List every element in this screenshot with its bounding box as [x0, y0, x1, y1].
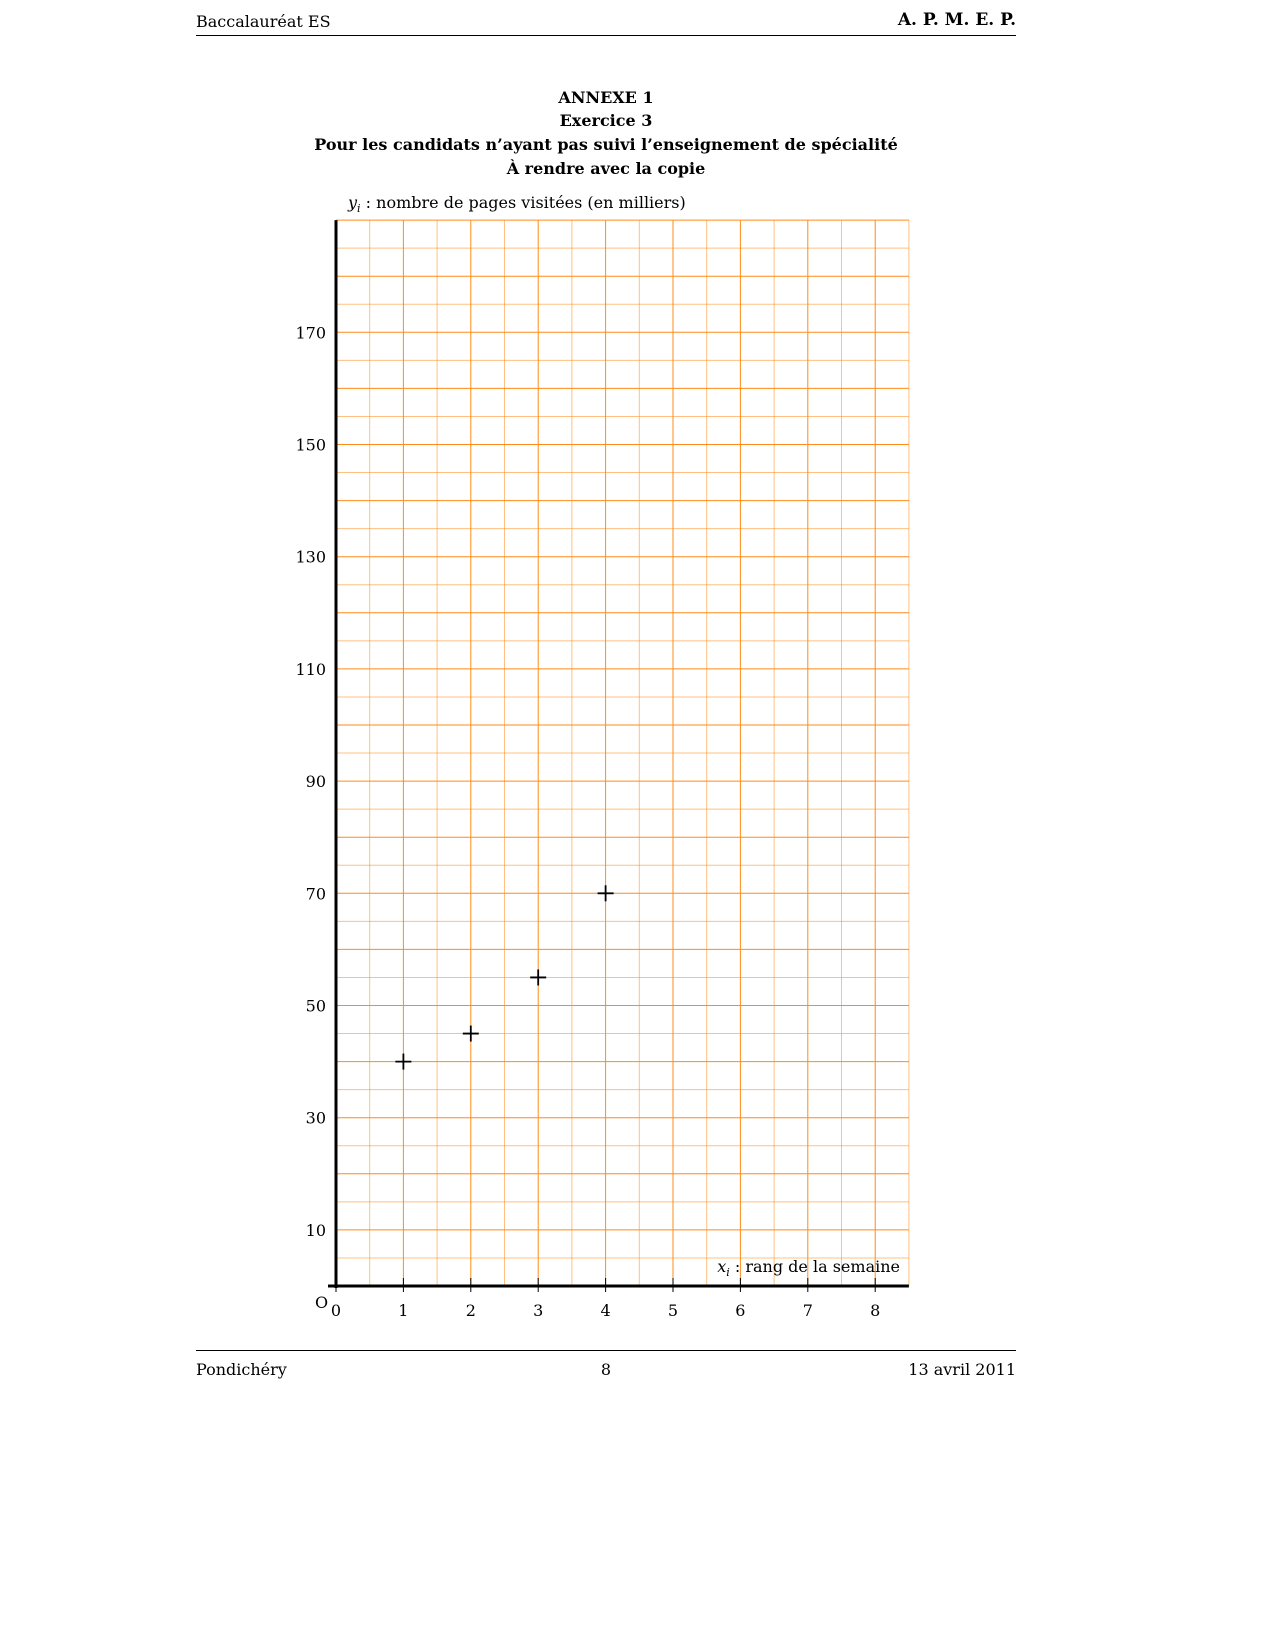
annex-title: ANNEXE 1 [558, 88, 654, 107]
x-tick-label: 8 [870, 1301, 880, 1320]
x-axis-label: xi : rang de la semaine [717, 1257, 900, 1279]
y-axis-label-text: : nombre de pages visitées (en milliers) [361, 193, 686, 212]
x-axis-label-text: : rang de la semaine [730, 1257, 900, 1276]
y-tick-label: 30 [306, 1109, 326, 1128]
x-tick-label: 0 [331, 1301, 341, 1320]
y-tick-label: 130 [295, 548, 326, 567]
x-tick-label: 6 [735, 1301, 745, 1320]
origin-label: O [315, 1293, 328, 1312]
x-tick-label: 4 [601, 1301, 611, 1320]
header-right: A. P. M. E. P. [897, 10, 1016, 30]
x-tick-label: 7 [803, 1301, 813, 1320]
y-tick-label: 70 [306, 884, 326, 903]
return-note: À rendre avec la copie [506, 159, 706, 178]
x-axis-label-sub: i [726, 1266, 730, 1279]
y-tick-label: 170 [295, 323, 326, 342]
exercise-title: Exercice 3 [559, 111, 653, 130]
data-point [462, 1025, 479, 1042]
header-left: Baccalauréat ES [196, 12, 331, 31]
data-point [530, 969, 547, 986]
data-point [395, 1053, 412, 1070]
x-tick-label: 1 [398, 1301, 408, 1320]
footer-rule [196, 1350, 1016, 1351]
y-axis-label: yi : nombre de pages visitées (en millie… [347, 193, 686, 215]
y-tick-label: 90 [306, 772, 326, 791]
y-tick-label: 50 [306, 997, 326, 1016]
data-point [597, 885, 614, 902]
x-tick-label: 2 [466, 1301, 476, 1320]
y-tick-label: 150 [295, 436, 326, 455]
x-axis-label-var: x [717, 1257, 726, 1276]
y-axis-label-var: y [347, 193, 358, 212]
x-tick-label: 3 [533, 1301, 543, 1320]
footer-left: Pondichéry [196, 1360, 287, 1379]
y-tick-label: 10 [306, 1221, 326, 1240]
y-tick-label: 110 [295, 660, 326, 679]
x-tick-label: 5 [668, 1301, 678, 1320]
page-number: 8 [600, 1360, 612, 1379]
y-axis-label-sub: i [357, 202, 361, 215]
candidates-note: Pour les candidats n’ayant pas suivi l’e… [314, 135, 898, 154]
footer-right: 13 avril 2011 [908, 1360, 1016, 1379]
header-rule [196, 35, 1016, 36]
